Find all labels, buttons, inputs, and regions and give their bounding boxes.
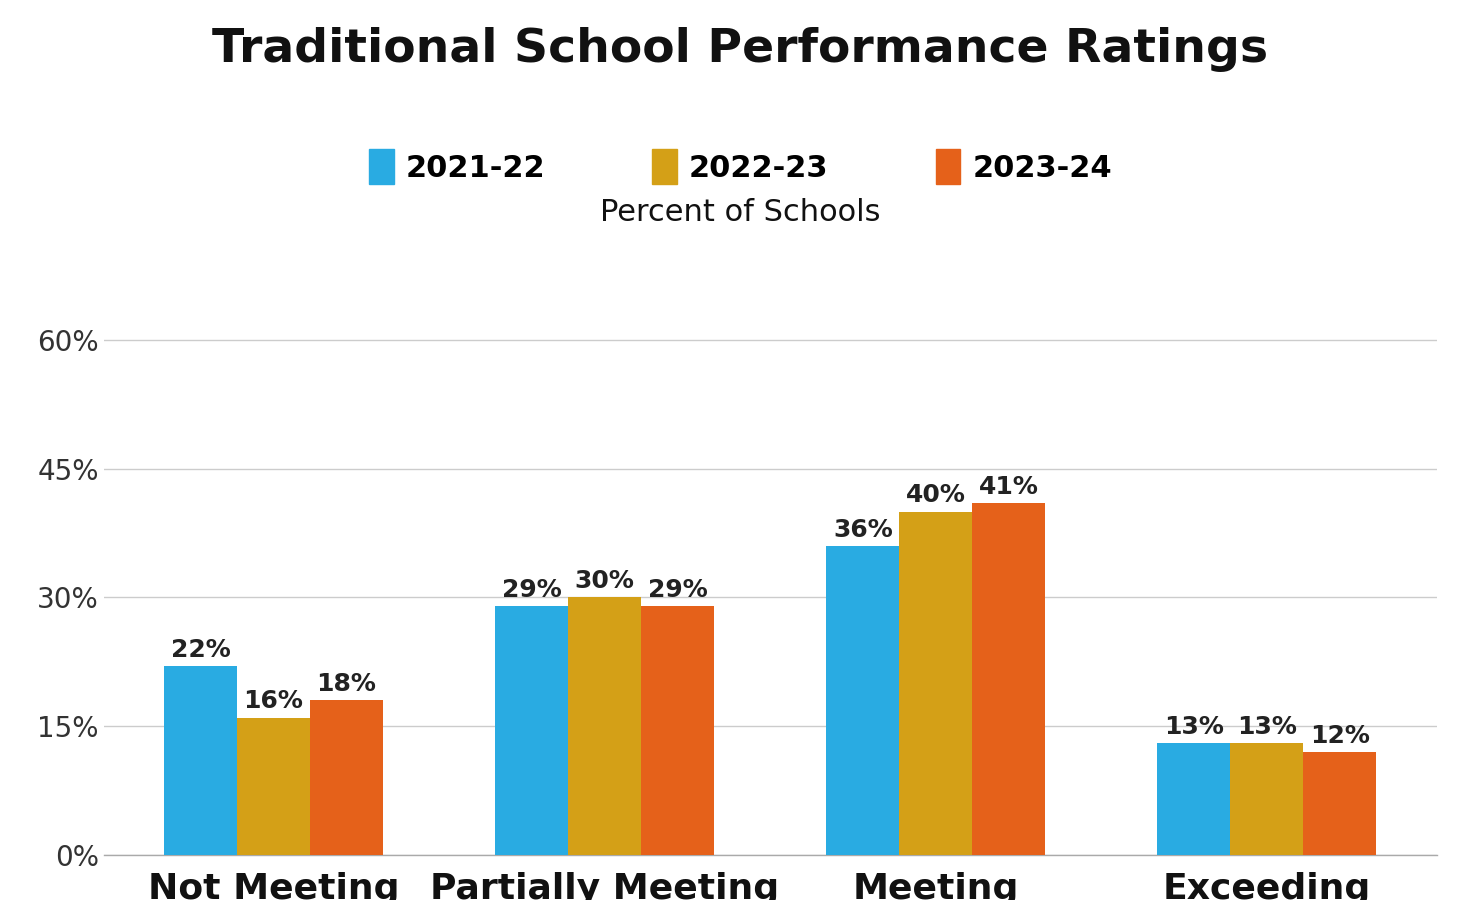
Text: 41%: 41% xyxy=(979,474,1038,499)
Bar xyxy=(495,606,569,855)
Text: 30%: 30% xyxy=(575,569,634,593)
Text: 29%: 29% xyxy=(647,578,708,602)
Bar xyxy=(310,700,382,855)
Text: 29%: 29% xyxy=(502,578,561,602)
Bar xyxy=(1231,743,1303,855)
Text: 40%: 40% xyxy=(906,483,966,508)
Text: 22%: 22% xyxy=(170,638,231,662)
Bar xyxy=(569,598,641,855)
Bar xyxy=(826,546,899,855)
Bar xyxy=(1303,752,1376,855)
Bar xyxy=(899,511,972,855)
Bar xyxy=(641,606,714,855)
Text: 18%: 18% xyxy=(317,672,376,697)
Text: 13%: 13% xyxy=(1237,716,1297,739)
Text: Traditional School Performance Ratings: Traditional School Performance Ratings xyxy=(212,27,1269,72)
Text: 12%: 12% xyxy=(1309,724,1370,748)
Bar xyxy=(1158,743,1231,855)
Text: Percent of Schools: Percent of Schools xyxy=(600,198,881,227)
Bar xyxy=(972,503,1046,855)
Bar xyxy=(237,717,310,855)
Text: 16%: 16% xyxy=(243,689,304,714)
Bar xyxy=(164,666,237,855)
Text: 36%: 36% xyxy=(832,518,893,542)
Text: 13%: 13% xyxy=(1164,716,1223,739)
Legend: 2021-22, 2022-23, 2023-24: 2021-22, 2022-23, 2023-24 xyxy=(357,137,1124,196)
